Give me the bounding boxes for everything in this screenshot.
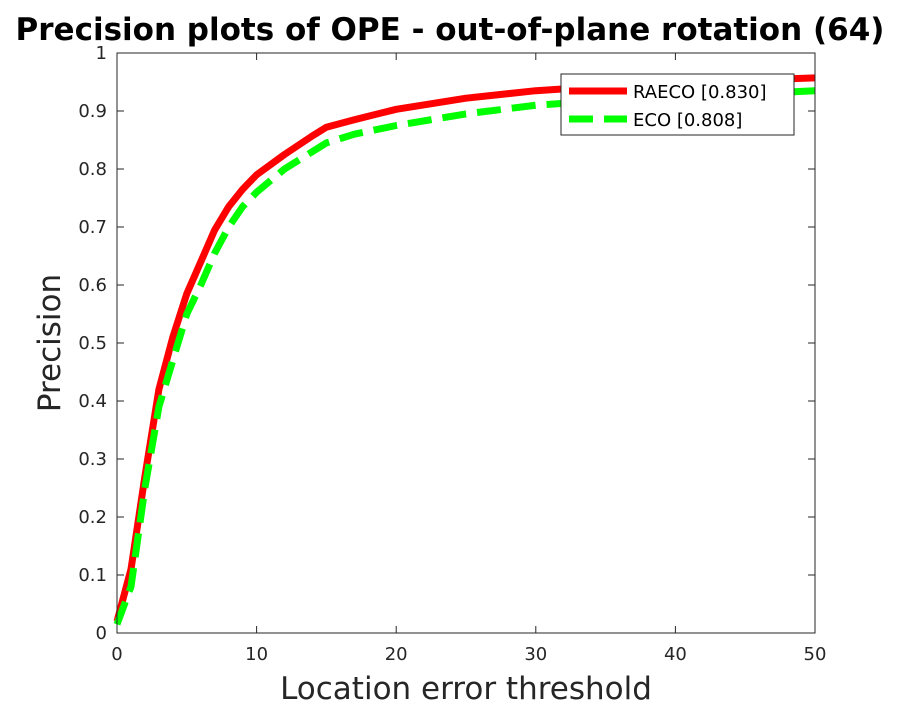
legend-label-2: ECO [0.808] [633,110,742,131]
x-axis-label: Location error threshold [280,671,652,707]
legend-box [560,73,795,136]
y-tick-label: 0 [96,623,107,644]
y-tick-label: 0.4 [78,391,107,412]
y-tick-label: 0.9 [78,101,107,122]
plot-area [117,53,815,633]
series-line-2 [113,87,816,626]
x-tick-label: 50 [804,644,827,665]
y-tick-label: 0.8 [78,159,107,180]
plot-background [117,53,815,633]
y-tick-label: 0.5 [78,333,107,354]
y-tick-label: 0.2 [78,507,107,528]
legend-label-1: RAECO [0.830] [633,82,767,103]
y-axis-label: Precision [32,274,68,412]
y-tick-label: 0.7 [78,217,107,238]
x-tick-label: 0 [111,644,122,665]
y-tick-label: 0.1 [78,565,107,586]
chart-title: Precision plots of OPE - out-of-plane ro… [16,12,885,48]
y-tick-label: 0.3 [78,449,107,470]
y-tick-label: 1 [96,43,107,64]
legend: RAECO [0.830] ECO [0.808] [560,73,795,136]
x-tick-label: 40 [664,644,687,665]
x-tick-label: 30 [524,644,547,665]
y-tick-label: 0.6 [78,275,107,296]
ticks-layer: 0 10 20 30 40 50 0 0.1 0.2 0.3 0.4 0.5 0.6 0.7 0.8 0.9 1 [78,43,826,665]
x-tick-label: 10 [245,644,268,665]
x-tick-label: 20 [385,644,408,665]
